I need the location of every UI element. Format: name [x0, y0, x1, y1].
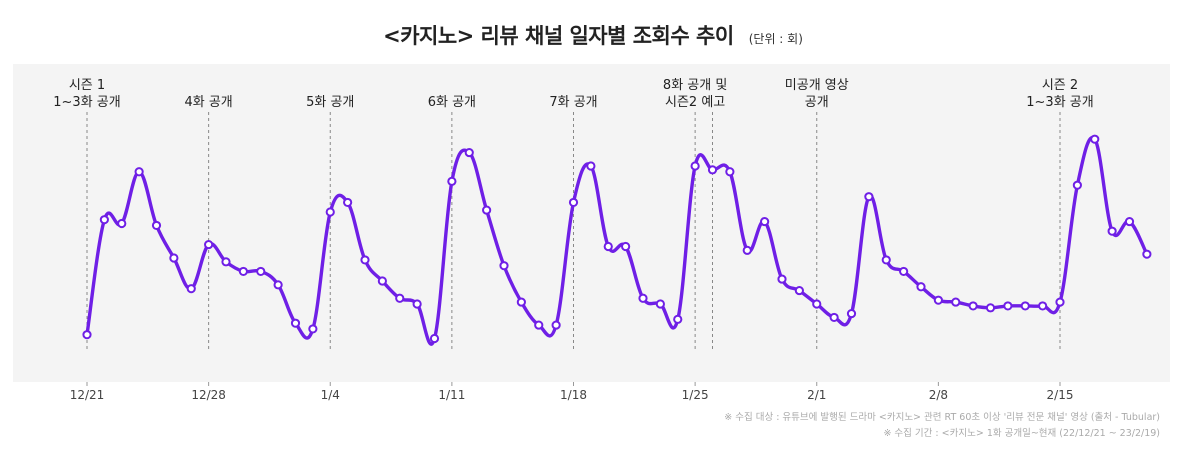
event-label: 1~3화 공개 [1026, 95, 1093, 110]
data-point [1072, 180, 1082, 190]
x-tick-label: 2/1 [807, 388, 826, 402]
event-label: 4화 공개 [184, 95, 232, 110]
data-point [534, 320, 544, 330]
data-point [186, 284, 196, 294]
data-point [308, 324, 318, 334]
data-point [829, 312, 839, 323]
source-note: ※ 수집 대상 : 유튜브에 발행된 드라마 <카지노> 관련 RT 60초 이… [724, 412, 1160, 423]
event-label: 시즌 1 [69, 78, 105, 93]
event-label: 6화 공개 [428, 95, 476, 110]
event-label: 시즌2 예고 [665, 95, 725, 110]
chart-title: <카지노> 리뷰 채널 일자별 조회수 추이 [383, 24, 734, 48]
x-tick-label: 1/25 [682, 388, 709, 402]
period-note: ※ 수집 기간 : <카지노> 1화 공개일~현재 (22/12/21 ~ 23… [883, 428, 1160, 439]
data-point [690, 161, 700, 171]
data-point [725, 167, 735, 177]
data-point [760, 216, 770, 227]
x-tick-label: 1/4 [321, 388, 340, 402]
data-point [134, 167, 144, 177]
x-tick-label: 1/18 [560, 388, 587, 402]
data-point [742, 245, 752, 255]
x-tick-label: 2/15 [1047, 388, 1074, 402]
data-point [499, 261, 509, 271]
data-point [82, 330, 92, 340]
data-point [447, 176, 457, 186]
data-point [1124, 216, 1135, 227]
data-point [1142, 249, 1152, 259]
chart-header: <카지노> 리뷰 채널 일자별 조회수 추이 (단위 : 회) [0, 20, 1186, 50]
data-point [1020, 301, 1030, 311]
data-point [169, 253, 179, 263]
x-tick-label: 2/8 [929, 388, 948, 402]
data-point [325, 207, 335, 217]
data-point [99, 215, 109, 225]
data-point [707, 165, 718, 175]
data-point [1055, 297, 1065, 307]
data-point [881, 255, 891, 265]
data-point [464, 147, 474, 158]
data-point [238, 266, 248, 277]
event-label: 7화 공개 [549, 95, 597, 110]
data-point [1003, 301, 1013, 311]
data-point [290, 318, 301, 328]
data-point [256, 266, 266, 277]
data-point [777, 274, 787, 284]
data-point [343, 197, 353, 208]
data-point [204, 239, 214, 250]
data-point [846, 308, 857, 319]
data-point [933, 295, 943, 305]
data-point [360, 255, 370, 265]
x-tick-label: 1/11 [438, 388, 465, 402]
data-point [1107, 226, 1117, 236]
data-point [968, 301, 978, 311]
series-layer [82, 134, 1152, 346]
data-point [655, 299, 665, 309]
data-point [117, 218, 127, 229]
data-point [621, 241, 631, 252]
data-point [812, 299, 822, 309]
chart-unit-label: (단위 : 회) [748, 32, 803, 46]
event-label: 5화 공개 [306, 95, 354, 110]
data-point [603, 241, 613, 252]
event-label: 공개 [805, 95, 829, 110]
data-point [395, 293, 405, 303]
data-point [429, 333, 440, 344]
event-label: 시즌 2 [1042, 78, 1078, 93]
data-point [151, 220, 162, 231]
data-point [586, 161, 596, 171]
data-point [412, 299, 422, 309]
plot-background [13, 64, 1170, 382]
data-point [794, 285, 804, 296]
event-label: 8화 공개 및 [663, 78, 727, 93]
data-point [899, 266, 909, 277]
x-tick-label: 12/28 [191, 388, 226, 402]
x-axis-ticks: 12/21 12/28 1/4 1/11 1/18 1/25 2/1 2/8 2/15 [70, 382, 1074, 402]
data-point [568, 197, 579, 208]
data-point [516, 297, 526, 307]
data-point [377, 276, 387, 286]
data-point [638, 293, 648, 303]
event-label: 1~3화 공개 [53, 95, 120, 110]
data-point [864, 192, 874, 202]
data-point [1090, 134, 1100, 144]
data-point [221, 257, 231, 267]
data-point [551, 320, 561, 330]
x-tick-label: 12/21 [70, 388, 105, 402]
data-point [673, 314, 683, 324]
data-point [1038, 301, 1048, 311]
source-notes: ※ 수집 대상 : 유튜브에 발행된 드라마 <카지노> 관련 RT 60초 이… [724, 410, 1160, 442]
data-point [916, 282, 926, 292]
event-label: 미공개 영상 [785, 78, 849, 93]
data-point [273, 280, 283, 290]
data-point [985, 303, 996, 313]
data-point [951, 297, 961, 307]
data-point [482, 205, 492, 215]
